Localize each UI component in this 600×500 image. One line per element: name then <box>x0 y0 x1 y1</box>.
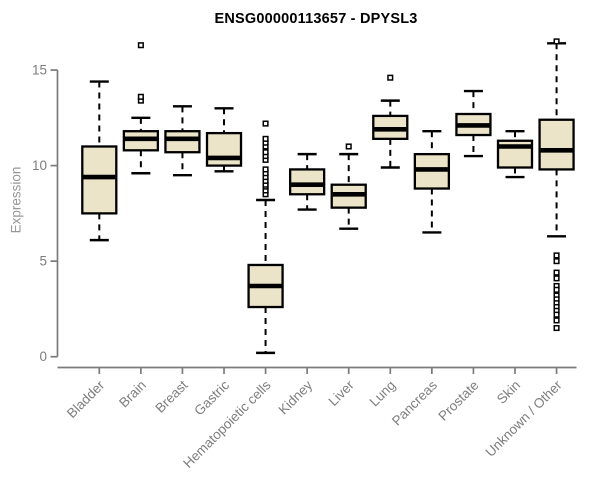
x-tick-label: Brain <box>116 378 149 411</box>
y-tick-label: 0 <box>39 349 47 364</box>
outlier-unknown-other <box>553 269 560 276</box>
x-tick-label: Liver <box>326 377 358 409</box>
x-tick-label: Lung <box>367 378 399 410</box>
outlier-unknown-other <box>553 38 560 45</box>
outlier-brain <box>137 93 144 100</box>
outlier-unknown-other <box>553 258 560 265</box>
outlier-hematopoietic-cells <box>262 135 269 142</box>
box-unknown-other <box>538 118 575 171</box>
y-tick-label: 5 <box>39 254 47 269</box>
outlier-hematopoietic-cells <box>262 149 269 156</box>
outlier-unknown-other <box>553 317 560 324</box>
x-tick-label: Breast <box>152 377 190 415</box>
y-tick-label: 10 <box>32 158 47 173</box>
outlier-unknown-other <box>553 324 560 332</box>
x-tick-label: Pancreas <box>389 377 440 428</box>
x-tick-label: Prostate <box>435 378 481 424</box>
outlier-unknown-other <box>553 286 560 293</box>
x-tick-label: Skin <box>494 378 523 407</box>
y-tick-label: 15 <box>32 63 47 78</box>
outlier-hematopoietic-cells <box>262 120 269 127</box>
x-tick-label: Unknown / Other <box>482 377 565 460</box>
outlier-unknown-other <box>553 275 560 282</box>
box-kidney <box>288 168 326 196</box>
chart-title: ENSG00000113657 - DPYSL3 <box>214 11 418 27</box>
box-gastric <box>205 131 243 167</box>
outlier-unknown-other <box>553 252 560 259</box>
outlier-unknown-other <box>553 311 560 318</box>
outlier-liver <box>345 143 352 150</box>
box-breast <box>164 130 201 154</box>
outlier-brain <box>137 42 144 49</box>
outlier-lung <box>387 74 394 81</box>
x-tick-label: Kidney <box>275 377 315 417</box>
x-tick-label: Gastric <box>191 377 232 418</box>
outlier-hematopoietic-cells <box>262 166 269 173</box>
box-bladder <box>81 145 118 215</box>
x-tick-label: Bladder <box>64 377 108 421</box>
